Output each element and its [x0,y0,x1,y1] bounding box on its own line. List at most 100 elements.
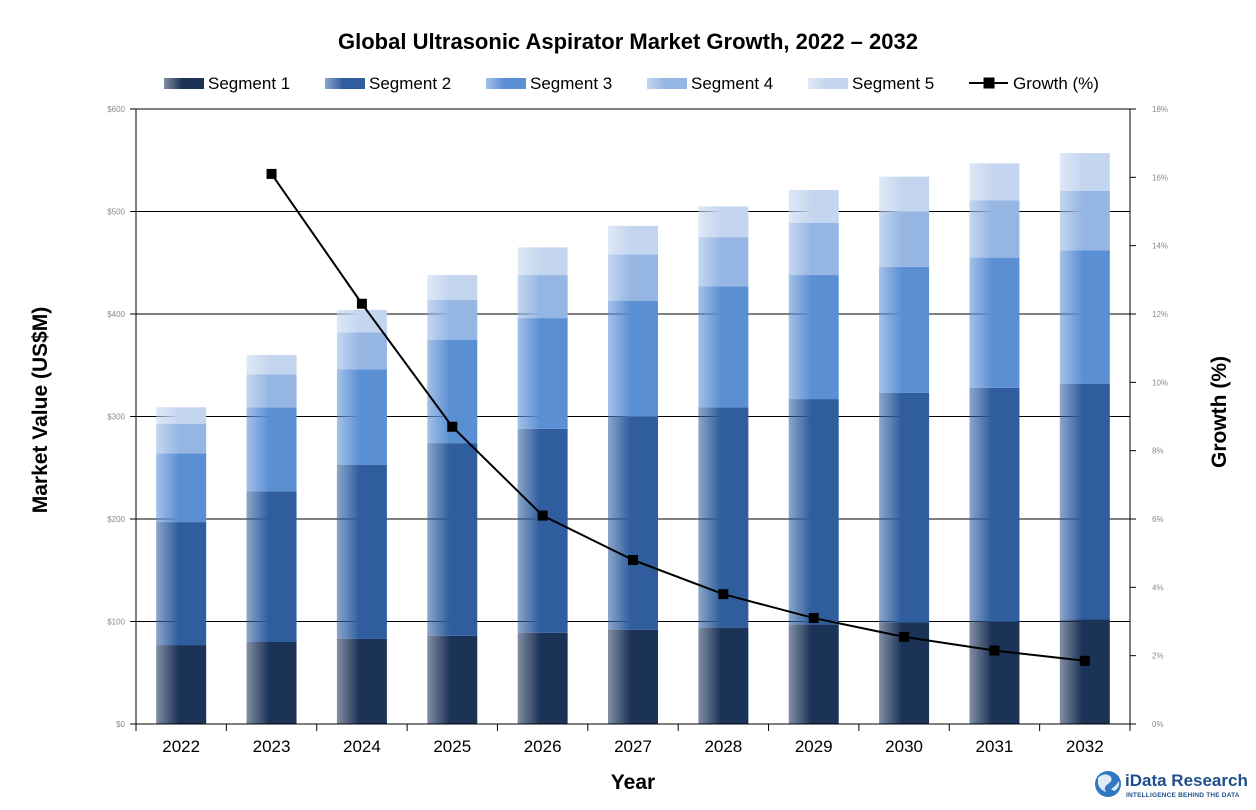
bar-segment-1 [1059,619,1110,724]
bar-segment-2 [336,464,387,639]
growth-marker [628,555,638,565]
x-tick-label: 2026 [524,737,562,756]
logo-name: iData Research [1125,771,1248,790]
bar-segment-2 [1059,383,1110,620]
bar-segment-2 [517,428,568,633]
bar-segment-5 [969,163,1020,201]
x-tick-label: 2025 [433,737,471,756]
bar-segment-1 [517,632,568,724]
x-tick-label: 2031 [976,737,1014,756]
bar-segment-2 [879,392,930,623]
bar-segment-4 [879,211,930,267]
y2-tick-label: 2% [1152,652,1164,661]
growth-marker [718,589,729,600]
bar-segment-3 [517,318,568,429]
legend-swatch-segment-1 [164,78,204,89]
bars [156,153,1110,724]
bar-segment-5 [698,206,749,238]
y-tick-label: $600 [107,105,125,114]
growth-marker [1079,655,1090,666]
y2-tick-label: 18% [1152,105,1168,114]
y2-tick-label: 12% [1152,310,1168,319]
x-tick-label: 2030 [885,737,923,756]
growth-marker [447,421,458,432]
legend: Segment 1 Segment 2 Segment 3 Segment 4 Segm… [164,74,1099,93]
bar-segment-2 [788,399,839,625]
legend-swatch-segment-2 [325,78,365,89]
growth-marker [356,298,367,309]
growth-marker [808,613,819,624]
bar-segment-2 [246,491,297,642]
bar-segment-3 [1059,250,1110,384]
y2-tick-label: 10% [1152,378,1168,387]
legend-label-growth: Growth (%) [1013,74,1099,93]
x-tick-label: 2027 [614,737,652,756]
y2-tick-label: 4% [1152,583,1164,592]
bar-segment-5 [879,176,930,212]
legend-label-segment-2: Segment 2 [369,74,451,93]
bar-segment-2 [969,387,1020,622]
growth-marker [899,631,910,642]
bar-segment-1 [788,624,839,724]
y-tick-labels: $0 $100 $200 $300 $400 $500 $600 [107,105,125,729]
y-tick-label: $100 [107,618,125,627]
y2-tick-label: 0% [1152,720,1164,729]
y-tick-label: $300 [107,413,125,422]
bar-segment-1 [969,621,1020,724]
bar-segment-3 [788,275,839,400]
bar-segment-1 [608,629,658,724]
y-tick-label: $400 [107,310,125,319]
y-axis-title: Market Value (US$M) [29,307,52,514]
bar-segment-1 [156,645,207,724]
bar-segment-5 [608,225,658,255]
y-tick-label: $500 [107,208,125,217]
growth-line-series [266,168,1090,666]
bar-segment-4 [427,299,478,340]
growth-marker [537,510,548,521]
bar-segment-1 [698,627,749,724]
bar-segment-4 [788,222,839,276]
legend-label-segment-3: Segment 3 [530,74,612,93]
y2-tick-label: 6% [1152,515,1164,524]
x-tick-labels: 2022 2023 2024 2025 2026 2027 2028 2029 2030 2031… [162,737,1103,756]
bar-segment-3 [246,407,297,492]
bar-segment-5 [246,355,297,375]
legend-swatch-segment-5 [808,78,848,89]
bar-segment-5 [336,309,387,333]
bar-segment-2 [156,522,207,646]
legend-label-segment-4: Segment 4 [691,74,773,93]
x-tick-label: 2029 [795,737,833,756]
bar-segment-3 [336,369,387,465]
bar-segment-4 [336,332,387,370]
axes [130,108,1136,731]
bar-segment-5 [517,247,568,276]
y2-axis-title: Growth (%) [1208,356,1231,468]
bar-segment-5 [156,407,207,424]
bar-segment-5 [1059,153,1110,191]
logo: iData Research INTELLIGENCE BEHIND THE D… [1095,771,1248,799]
growth-marker [266,168,277,179]
bar-segment-2 [608,416,658,630]
bar-segment-5 [427,275,478,300]
y2-tick-labels: 0% 2% 4% 6% 8% 10% 12% 14% 16% 18% [1152,105,1168,729]
bar-segment-3 [969,257,1020,388]
bar-segment-3 [879,266,930,393]
x-tick-label: 2032 [1066,737,1104,756]
bar-segment-4 [517,275,568,319]
x-axis-title: Year [611,771,655,794]
bar-segment-4 [969,200,1020,258]
growth-marker [989,645,1000,656]
x-tick-label: 2023 [253,737,291,756]
y-tick-label: $0 [116,720,125,729]
y2-tick-label: 8% [1152,447,1164,456]
bar-segment-1 [427,635,478,724]
legend-label-segment-1: Segment 1 [208,74,290,93]
bar-segment-1 [246,642,297,724]
bar-segment-3 [698,286,749,408]
bar-segment-4 [608,254,658,301]
bar-segment-4 [1059,191,1110,251]
y-tick-label: $200 [107,515,125,524]
bar-segment-2 [427,443,478,636]
logo-tagline: INTELLIGENCE BEHIND THE DATA [1126,792,1240,799]
